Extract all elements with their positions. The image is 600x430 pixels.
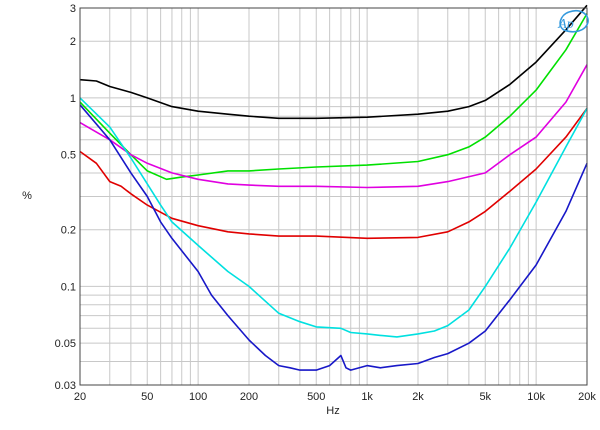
y-axis-label: % — [22, 190, 32, 202]
x-tick-label: 20 — [74, 391, 86, 403]
series-line-6 — [79, 104, 588, 371]
series-line-2 — [79, 13, 588, 181]
y-tick-label: 0.5 — [61, 150, 76, 162]
x-axis-label: Hz — [326, 405, 339, 417]
y-tick-label: 1 — [70, 93, 76, 105]
plot-frame — [79, 7, 588, 386]
y-tick-label: 0.05 — [55, 338, 76, 350]
y-tick-label: 0.03 — [55, 380, 76, 392]
series-line-5 — [79, 97, 588, 338]
x-tick-label: 100 — [189, 391, 207, 403]
x-tick-label: 5k — [479, 391, 491, 403]
ap-logo: Ap — [557, 9, 589, 33]
y-tick-label: 0.1 — [61, 281, 76, 293]
y-tick-labels: 0.03 0.05 0.1 0.2 0.5 1 2 3 — [55, 3, 76, 392]
x-tick-label: 20k — [578, 391, 596, 403]
y-tick-label: 3 — [70, 3, 76, 15]
x-tick-label: 200 — [240, 391, 258, 403]
y-tick-label: 0.2 — [61, 225, 76, 237]
series-lines — [79, 4, 588, 371]
x-tick-label: 500 — [307, 391, 325, 403]
x-tick-label: 50 — [141, 391, 153, 403]
series-line-4 — [79, 107, 588, 240]
series-line-1 — [79, 4, 588, 120]
x-tick-label: 10k — [527, 391, 545, 403]
series-line-3 — [79, 64, 588, 189]
x-tick-labels: 20 50 100 200 500 1k 2k 5k 10k 20k — [74, 391, 596, 403]
x-tick-label: 1k — [361, 391, 373, 403]
grid-lines — [79, 7, 588, 386]
x-tick-label: 2k — [412, 391, 424, 403]
svg-text:Ap: Ap — [557, 17, 574, 32]
y-tick-label: 2 — [70, 36, 76, 48]
